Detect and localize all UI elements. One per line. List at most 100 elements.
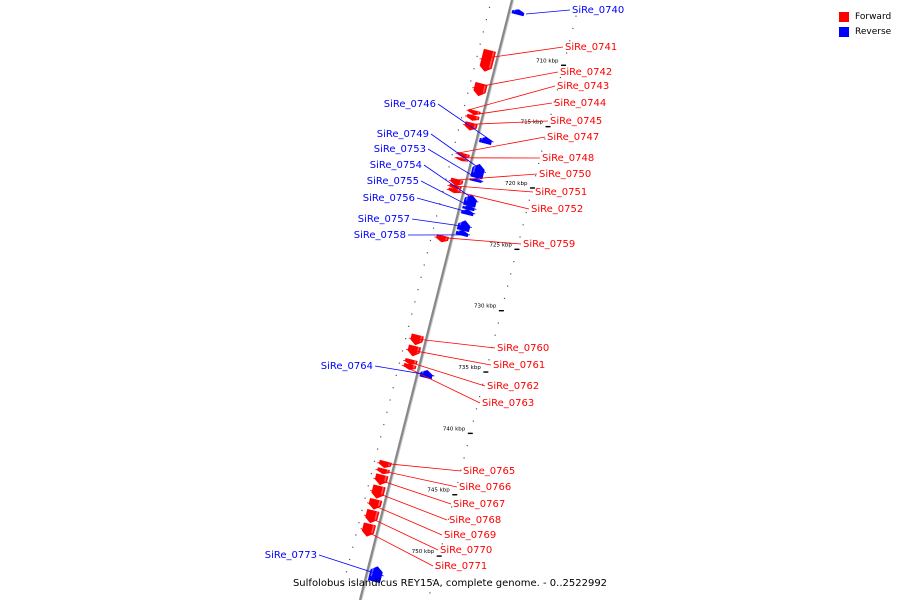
tick-label: 720 kbp bbox=[505, 181, 528, 187]
gene-SiRe_0769[interactable] bbox=[368, 497, 383, 510]
minor-tick bbox=[451, 153, 453, 156]
gene-label[interactable]: SiRe_0768 bbox=[449, 515, 501, 526]
minor-tick bbox=[442, 190, 444, 193]
minor-tick bbox=[463, 457, 465, 459]
leader-line bbox=[447, 184, 534, 193]
gene-label[interactable]: SiRe_0769 bbox=[444, 530, 496, 541]
gene-highlight bbox=[488, 51, 495, 69]
gene-label[interactable]: SiRe_0767 bbox=[453, 499, 505, 510]
gene-highlight bbox=[482, 84, 487, 93]
gene-label[interactable]: SiRe_0750 bbox=[539, 169, 591, 180]
leader-line bbox=[366, 502, 443, 536]
gene-SiRe_0770[interactable] bbox=[365, 508, 380, 524]
gene-label[interactable]: SiRe_0759 bbox=[523, 239, 575, 250]
leader-line bbox=[525, 9, 571, 15]
gene-SiRe_0749[interactable] bbox=[470, 163, 485, 180]
gene-highlight bbox=[377, 500, 381, 507]
gene-SiRe_0741[interactable] bbox=[479, 48, 497, 72]
gene-highlight bbox=[459, 180, 462, 184]
gene-label[interactable]: SiRe_0752 bbox=[531, 204, 583, 215]
minor-tick bbox=[538, 162, 540, 165]
gene-label[interactable]: SiRe_0745 bbox=[550, 116, 602, 127]
leader-line bbox=[360, 527, 434, 567]
minor-tick bbox=[528, 199, 530, 201]
minor-tick bbox=[559, 76, 562, 79]
minor-tick bbox=[541, 150, 543, 152]
minor-tick bbox=[345, 571, 348, 573]
leader-line bbox=[363, 514, 439, 551]
gene-label[interactable]: SiRe_0763 bbox=[482, 398, 534, 409]
minor-tick bbox=[460, 117, 463, 119]
gene-SiRe_0742[interactable] bbox=[473, 81, 488, 97]
minor-tick bbox=[479, 395, 481, 398]
tick-layer: 710 kbp 715 kbp 720 kbp 725 kbp 730 kbp 735 k… bbox=[342, 6, 577, 594]
minor-tick bbox=[466, 445, 468, 447]
minor-tick bbox=[534, 175, 537, 177]
minor-tick bbox=[429, 592, 431, 594]
minor-tick bbox=[389, 399, 391, 401]
gene-label[interactable]: SiRe_0741 bbox=[565, 42, 617, 53]
minor-tick bbox=[447, 518, 450, 520]
minor-tick bbox=[370, 473, 372, 475]
leader-line bbox=[420, 180, 477, 211]
minor-tick bbox=[482, 383, 484, 385]
gene-label[interactable]: SiRe_0766 bbox=[459, 482, 511, 493]
gene-label[interactable]: SiRe_0756 bbox=[363, 193, 415, 204]
gene-SiRe_0740[interactable] bbox=[511, 9, 525, 17]
leader-line bbox=[455, 136, 546, 154]
gene-label[interactable]: SiRe_0770 bbox=[440, 545, 492, 556]
minor-tick bbox=[439, 203, 441, 205]
leader-line bbox=[416, 197, 476, 215]
minor-tick bbox=[569, 40, 571, 42]
gene-label[interactable]: SiRe_0743 bbox=[557, 81, 609, 92]
gene-label[interactable]: SiRe_0742 bbox=[560, 67, 612, 78]
gene-label[interactable]: SiRe_0762 bbox=[487, 381, 539, 392]
minor-tick bbox=[544, 138, 546, 140]
minor-tick bbox=[404, 338, 407, 340]
gene-label[interactable]: SiRe_0749 bbox=[377, 129, 429, 140]
minor-tick bbox=[503, 297, 506, 300]
gene-label[interactable]: SiRe_0758 bbox=[354, 230, 406, 241]
gene-highlight bbox=[481, 136, 484, 140]
gene-label[interactable]: SiRe_0765 bbox=[463, 466, 515, 477]
gene-label[interactable]: SiRe_0753 bbox=[374, 144, 426, 155]
gene-label[interactable]: SiRe_0773 bbox=[265, 550, 317, 561]
minor-tick bbox=[519, 236, 521, 238]
leader-line bbox=[462, 120, 549, 126]
gene-label[interactable]: SiRe_0761 bbox=[493, 360, 545, 371]
gene-SiRe_0762[interactable] bbox=[404, 357, 418, 365]
gene-label[interactable]: SiRe_0754 bbox=[370, 160, 422, 171]
gene-highlight bbox=[466, 154, 469, 157]
legend-reverse: Reverse bbox=[839, 24, 891, 39]
gene-label[interactable]: SiRe_0740 bbox=[572, 5, 624, 16]
minor-tick bbox=[475, 408, 478, 410]
gene-label[interactable]: SiRe_0757 bbox=[358, 214, 410, 225]
gene-SiRe_0745[interactable] bbox=[464, 121, 478, 131]
gene-highlight bbox=[459, 219, 463, 226]
legend-forward: Forward bbox=[839, 9, 891, 24]
minor-tick bbox=[435, 567, 437, 569]
minor-tick bbox=[392, 387, 394, 389]
gene-SiRe_0773[interactable] bbox=[367, 566, 383, 584]
gene-label[interactable]: SiRe_0751 bbox=[535, 187, 587, 198]
gene-SiRe_0771[interactable] bbox=[361, 522, 377, 537]
genome-axis-layer bbox=[358, 0, 515, 600]
gene-label[interactable]: SiRe_0764 bbox=[321, 361, 373, 372]
gene-label[interactable]: SiRe_0747 bbox=[547, 132, 599, 143]
gene-label[interactable]: SiRe_0746 bbox=[384, 99, 436, 110]
gene-label[interactable]: SiRe_0771 bbox=[435, 561, 487, 572]
minor-tick bbox=[423, 264, 425, 266]
gene-label[interactable]: SiRe_0755 bbox=[367, 176, 419, 187]
gene-SiRe_0746[interactable] bbox=[478, 136, 492, 146]
gene-label[interactable]: SiRe_0760 bbox=[497, 343, 549, 354]
gene-highlight bbox=[477, 111, 480, 114]
minor-tick bbox=[386, 411, 388, 413]
minor-tick bbox=[364, 497, 366, 499]
minor-tick bbox=[457, 481, 459, 484]
minor-tick bbox=[467, 92, 469, 94]
gene-label[interactable]: SiRe_0748 bbox=[542, 153, 594, 164]
minor-tick bbox=[494, 334, 496, 336]
leader-line bbox=[466, 85, 556, 111]
gene-label[interactable]: SiRe_0744 bbox=[554, 98, 606, 109]
minor-tick bbox=[432, 227, 435, 229]
